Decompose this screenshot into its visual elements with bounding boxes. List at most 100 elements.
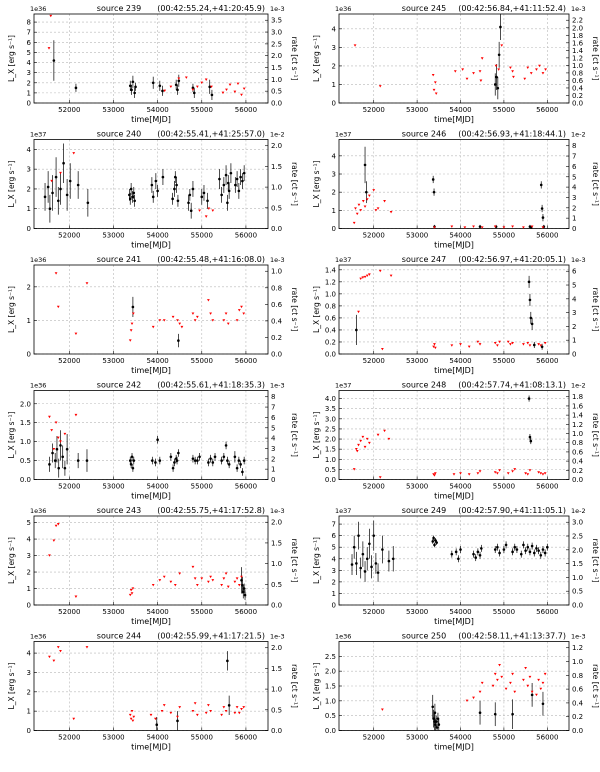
data-point-upper-limit xyxy=(359,209,363,212)
y-tick-label: 2.5 xyxy=(325,425,336,433)
data-point-detection xyxy=(209,457,212,460)
y-tick-label: 0.5 xyxy=(20,457,31,465)
x-tick-label: 56000 xyxy=(536,106,558,114)
y-tick-label: 0.2 xyxy=(325,338,336,346)
rate-tick-label: 1.5 xyxy=(572,560,583,568)
rate-tick-label: 1.2 xyxy=(572,54,583,62)
data-point-upper-limit xyxy=(459,343,462,346)
rate-tick-label: 1.0 xyxy=(572,658,583,666)
data-point-detection xyxy=(48,463,51,466)
rate-tick-label: 8 xyxy=(572,142,576,150)
data-point-upper-limit xyxy=(224,572,228,575)
data-point-upper-limit xyxy=(162,575,166,579)
data-point-upper-limit xyxy=(363,205,367,208)
data-point-detection xyxy=(493,712,497,716)
data-point-upper-limit xyxy=(500,44,504,47)
data-point-upper-limit xyxy=(85,282,89,285)
data-point-upper-limit xyxy=(206,704,210,707)
y-tick-label: 4 xyxy=(27,146,32,154)
data-point-detection xyxy=(56,199,60,203)
data-point-upper-limit xyxy=(511,225,514,228)
plot-frame xyxy=(33,515,269,606)
data-point-upper-limit xyxy=(222,706,226,709)
data-point-detection xyxy=(437,723,441,726)
data-point-upper-limit xyxy=(511,470,514,473)
data-point-detection xyxy=(433,711,437,714)
y-axis-label-right: rate [ct s⁻¹] xyxy=(591,162,600,206)
data-point-upper-limit xyxy=(233,580,237,584)
data-point-detection xyxy=(175,459,179,462)
rate-tick-label: 1.0 xyxy=(572,430,583,438)
data-point-detection xyxy=(173,175,177,179)
y-tick-label: 7 xyxy=(27,29,31,37)
data-point-upper-limit xyxy=(237,711,241,715)
data-point-upper-limit xyxy=(476,472,480,475)
x-axis-label: time[MJD] xyxy=(434,366,474,375)
data-point-upper-limit xyxy=(128,593,132,597)
data-point-upper-limit xyxy=(479,79,483,82)
left-axis-exponent: 1e36 xyxy=(30,256,46,264)
data-point-detection xyxy=(352,545,356,549)
data-point-upper-limit xyxy=(353,44,357,47)
data-point-upper-limit xyxy=(433,226,436,229)
data-point-upper-limit xyxy=(506,340,510,344)
data-point-upper-limit xyxy=(56,305,60,309)
data-point-upper-limit xyxy=(355,449,359,453)
data-point-detection xyxy=(57,466,61,470)
data-point-detection xyxy=(224,444,228,447)
data-point-detection xyxy=(202,191,206,195)
data-point-detection xyxy=(177,451,180,455)
rate-tick-label: 2.0 xyxy=(271,519,282,527)
x-tick-label: 54000 xyxy=(146,608,168,616)
y-axis-label-left: L_X [erg s⁻¹] xyxy=(7,35,16,82)
data-point-upper-limit xyxy=(361,276,365,279)
data-point-detection xyxy=(502,548,506,551)
y-tick-label: 0.4 xyxy=(325,326,337,334)
data-point-upper-limit xyxy=(465,77,469,81)
x-axis-label: time[MJD] xyxy=(131,743,171,752)
data-point-detection xyxy=(173,187,176,191)
data-point-detection xyxy=(174,83,178,87)
data-point-upper-limit xyxy=(222,577,226,580)
x-tick-label: 54000 xyxy=(146,106,168,114)
rate-tick-label: 0 xyxy=(271,476,275,484)
data-point-upper-limit xyxy=(376,433,380,437)
x-tick-label: 52000 xyxy=(363,232,385,240)
data-point-upper-limit xyxy=(472,696,475,700)
rate-tick-label: 1.8 xyxy=(572,393,583,401)
data-point-upper-limit xyxy=(56,646,60,649)
x-tick-label: 55000 xyxy=(493,483,515,491)
plot-frame xyxy=(33,390,269,480)
data-point-upper-limit xyxy=(207,207,211,210)
x-tick-label: 54000 xyxy=(449,106,471,114)
data-point-detection xyxy=(368,542,371,546)
data-point-upper-limit xyxy=(72,152,76,155)
panel-coordinates: (00:42:58.11,+41:13:37.7) xyxy=(458,632,566,641)
y-tick-label: 1.4 xyxy=(325,266,337,274)
data-point-upper-limit xyxy=(389,210,393,214)
data-point-upper-limit xyxy=(128,339,132,342)
y-tick-label: 2 xyxy=(332,189,336,197)
y-tick-label: 4 xyxy=(27,59,32,67)
data-point-detection xyxy=(519,552,523,556)
data-point-upper-limit xyxy=(204,215,208,218)
data-point-detection xyxy=(193,459,197,462)
y-axis-label-left: L_X [erg s⁻¹] xyxy=(312,662,321,709)
data-point-detection xyxy=(150,183,154,187)
data-point-upper-limit xyxy=(191,88,195,92)
data-point-upper-limit xyxy=(222,319,226,322)
light-curve-panel-source-243: 0 1 2 3 4 5 52000 53000 54000 55000 56000 0.0 0.5 1.0… xyxy=(7,506,299,626)
data-point-detection xyxy=(227,704,231,707)
data-point-upper-limit xyxy=(224,709,228,713)
plot-frame xyxy=(338,390,570,480)
rate-tick-label: 1.5 xyxy=(271,64,282,72)
y-tick-label: 1 xyxy=(332,207,336,215)
y-tick-label: 4 xyxy=(332,152,337,160)
data-point-detection xyxy=(528,298,532,302)
data-point-detection xyxy=(435,541,438,544)
data-point-upper-limit xyxy=(169,85,173,89)
data-point-detection xyxy=(478,711,482,714)
panel-source-title: source 244 xyxy=(97,632,141,641)
rate-tick-label: 3.0 xyxy=(271,29,282,37)
data-point-upper-limit xyxy=(513,690,517,694)
